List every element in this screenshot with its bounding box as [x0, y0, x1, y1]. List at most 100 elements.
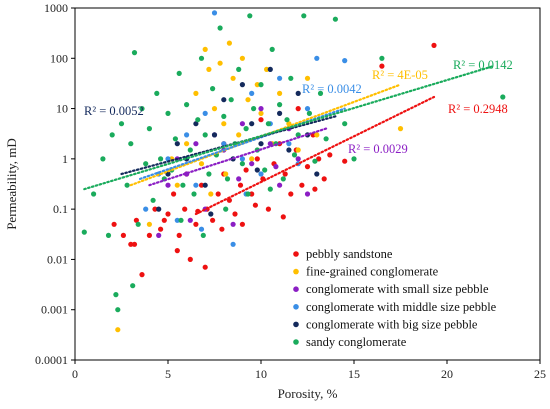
- data-point-series-5: [267, 186, 273, 192]
- data-point-series-0: [316, 156, 322, 162]
- y-tick-label: 0.01: [47, 252, 68, 266]
- data-point-series-5: [165, 110, 171, 116]
- y-tick-label: 10: [56, 102, 68, 116]
- data-point-series-1: [198, 161, 205, 167]
- plot-frame: [74, 7, 541, 361]
- legend-marker: [293, 286, 299, 293]
- data-point-series-5: [184, 102, 190, 108]
- data-point-series-0: [165, 211, 171, 217]
- data-point-series-0: [254, 156, 260, 162]
- data-point-series-1: [264, 66, 270, 72]
- data-point-series-0: [249, 191, 255, 197]
- y-tick-label: 1: [62, 152, 68, 166]
- data-point-series-3: [184, 132, 190, 138]
- data-point-series-0: [265, 206, 271, 212]
- data-point-series-1: [277, 90, 283, 96]
- data-point-series-0: [215, 191, 221, 197]
- data-point-series-5: [262, 167, 268, 173]
- data-point-series-5: [124, 182, 130, 188]
- data-point-series-4: [202, 182, 208, 188]
- data-point-series-5: [187, 147, 193, 153]
- data-point-series-5: [223, 206, 229, 212]
- trendline-2: [148, 127, 328, 187]
- data-point-series-5: [228, 97, 234, 103]
- data-point-series-3: [230, 241, 236, 247]
- data-point-series-5: [245, 191, 251, 197]
- data-point-series-3: [198, 226, 205, 232]
- data-point-series-1: [221, 121, 227, 127]
- data-point-series-5: [200, 232, 206, 238]
- data-point-series-2: [187, 217, 193, 223]
- data-point-series-5: [312, 158, 318, 164]
- data-point-series-0: [304, 164, 311, 170]
- data-point-series-0: [280, 214, 286, 220]
- data-point-series-3: [342, 58, 348, 64]
- legend-label: conglomerate with small size pebble: [306, 282, 489, 296]
- data-point-series-5: [243, 126, 249, 132]
- data-point-series-0: [139, 272, 145, 278]
- trendline-label: R² = 4E-05: [372, 68, 428, 82]
- data-point-series-5: [115, 307, 121, 313]
- data-point-series-3: [314, 55, 320, 61]
- data-point-series-0: [161, 217, 167, 223]
- data-point-series-5: [128, 141, 134, 147]
- data-point-series-3: [249, 90, 255, 96]
- data-point-series-0: [282, 171, 288, 177]
- data-point-series-5: [284, 117, 290, 123]
- data-point-series-4: [221, 97, 227, 103]
- data-point-series-5: [154, 90, 160, 96]
- data-point-series-4: [254, 167, 260, 173]
- data-point-series-2: [249, 161, 255, 167]
- data-point-series-0: [158, 226, 164, 232]
- data-point-series-4: [314, 171, 320, 177]
- data-point-series-0: [111, 221, 117, 227]
- data-point-series-1: [239, 55, 245, 61]
- data-point-series-4: [211, 132, 218, 138]
- trendline-label: R² = 0.0142: [453, 58, 513, 72]
- trendline-4: [120, 115, 337, 176]
- data-point-series-1: [258, 110, 264, 116]
- data-point-series-5: [150, 197, 156, 203]
- data-point-series-1: [245, 97, 251, 103]
- trendline-label: R² = 0.0029: [348, 142, 408, 156]
- data-point-series-5: [306, 110, 312, 116]
- x-axis-title: Porosity, %: [278, 386, 338, 401]
- data-point-series-5: [105, 232, 112, 238]
- data-point-series-4: [267, 66, 273, 72]
- data-point-series-5: [206, 171, 212, 177]
- data-point-series-5: [113, 292, 119, 298]
- trendline-0: [194, 95, 436, 216]
- y-tick-label: 0.0001: [35, 353, 68, 367]
- data-point-series-1: [184, 141, 190, 147]
- data-point-series-3: [193, 182, 199, 188]
- data-point-series-0: [342, 158, 348, 164]
- data-point-series-5: [143, 161, 149, 167]
- data-point-series-3: [221, 141, 227, 147]
- data-point-series-4: [156, 206, 162, 212]
- data-point-series-1: [226, 40, 232, 46]
- legend-marker: [293, 339, 299, 345]
- data-point-series-0: [252, 202, 258, 208]
- data-point-series-4: [249, 121, 255, 127]
- data-point-series-3: [174, 217, 180, 223]
- data-point-series-0: [174, 248, 180, 254]
- y-tick-label: 0.1: [53, 202, 68, 216]
- data-point-series-5: [217, 25, 223, 31]
- data-point-series-5: [158, 156, 164, 162]
- data-point-series-0: [237, 182, 244, 188]
- data-point-series-1: [146, 221, 152, 227]
- data-point-series-5: [202, 132, 208, 138]
- data-point-series-4: [277, 110, 283, 116]
- legend-marker: [293, 251, 299, 257]
- data-point-series-3: [211, 10, 218, 16]
- data-point-series-0: [288, 191, 294, 197]
- data-point-series-3: [286, 141, 292, 147]
- data-point-series-0: [171, 191, 177, 197]
- data-point-series-3: [202, 110, 208, 116]
- trendline-label: R² = 0.0052: [84, 104, 144, 118]
- data-point-series-1: [236, 132, 242, 138]
- data-point-series-5: [109, 132, 115, 138]
- data-point-series-5: [172, 136, 178, 142]
- data-point-series-1: [174, 182, 180, 188]
